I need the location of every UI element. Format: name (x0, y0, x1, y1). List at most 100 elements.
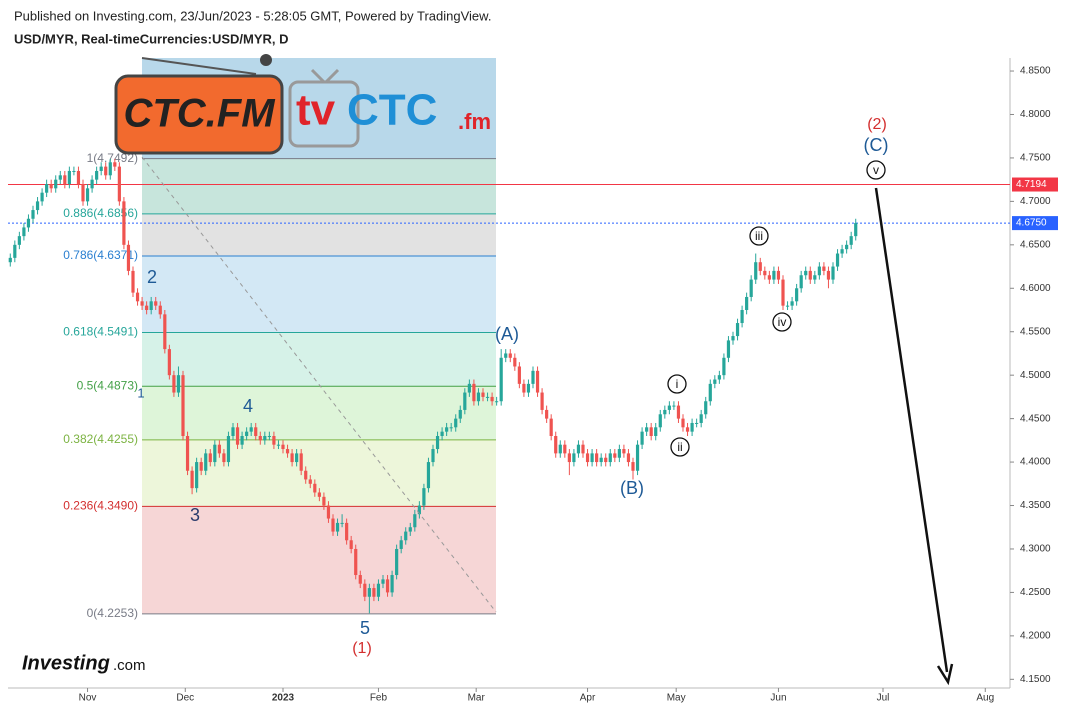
y-tick-label: 4.4500 (1020, 413, 1051, 424)
candle-body (172, 375, 176, 393)
forecast-arrow (874, 187, 949, 673)
fib-label: 0.236(4.3490) (63, 499, 138, 513)
candle-body (608, 453, 612, 463)
candle-body (276, 444, 281, 446)
candle-body (254, 427, 258, 436)
candle-body (85, 188, 90, 202)
candle-body (349, 540, 353, 549)
candle-body (631, 462, 635, 471)
tv-text: tv (296, 86, 336, 135)
candle-body (517, 366, 521, 384)
axis-layer: 4.1500 4.2000 4.2500 4.3000 4.3500 4.4000 4.45… (8, 58, 1058, 704)
candle-body (476, 392, 481, 402)
candle-body (472, 383, 476, 402)
candle-body (726, 340, 731, 358)
candle-body (713, 379, 717, 384)
candle-body (567, 453, 571, 463)
candle-body (404, 531, 408, 541)
candle-body (135, 292, 140, 302)
x-tick-label: Feb (370, 693, 388, 704)
y-tick-label: 4.1500 (1020, 674, 1051, 685)
y-tick-label: 4.6500 (1020, 239, 1051, 250)
candle-body (467, 383, 471, 393)
candle-body (540, 392, 544, 410)
candle-body (435, 436, 440, 450)
candle-body (431, 449, 435, 463)
candle-body (822, 266, 826, 271)
candle-body (335, 522, 340, 532)
candle-body (358, 575, 362, 584)
candle-body (513, 357, 517, 367)
fib-label: 0.786(4.6371) (63, 248, 138, 262)
candle-body (158, 305, 162, 315)
candle-body (145, 305, 149, 310)
candle-body (499, 357, 503, 402)
candle-body (763, 270, 767, 276)
candle-body (772, 270, 776, 280)
wave-label: 5 (360, 618, 370, 638)
candle-body (331, 518, 335, 532)
candle-body (445, 427, 449, 432)
candle-body (595, 453, 599, 463)
candle-body (845, 244, 849, 250)
fib-label: 0.618(4.5491) (63, 325, 138, 339)
candle-body (26, 218, 31, 228)
candle-body (176, 375, 181, 393)
candle-body (326, 505, 331, 519)
y-tick-label: 4.2500 (1020, 587, 1051, 598)
fib-label: 0.382(4.4255) (63, 432, 138, 446)
candle-body (222, 453, 226, 463)
candle-body (831, 266, 835, 280)
wave-circle (670, 437, 690, 457)
fib-label: 1(4.7492) (87, 151, 138, 165)
candle-body (235, 427, 240, 445)
candle-body (581, 444, 585, 454)
candle-body (449, 427, 453, 429)
candle-body (590, 453, 594, 463)
candle-body (604, 457, 608, 463)
y-tick-label: 4.7000 (1020, 196, 1051, 207)
candle-body (272, 436, 276, 445)
candle-body (245, 431, 249, 436)
x-tick-label: Jun (770, 693, 786, 704)
fib-label: 0(4.2253) (87, 606, 138, 620)
candle-body (554, 436, 558, 454)
candle-body (104, 166, 108, 176)
candle-body (795, 288, 799, 302)
candle-body (849, 236, 853, 245)
candle-body (408, 527, 412, 532)
candle-body (440, 431, 444, 436)
candle-body (113, 162, 117, 167)
investing-logo: Investing (22, 652, 110, 674)
candle-body (463, 392, 467, 410)
candle-body (167, 349, 171, 376)
fib-layer: 1(4.7492) 0.886(4.6856) 0.786(4.6371) 0.618… (63, 58, 496, 620)
fib-band (142, 386, 496, 440)
candle-body (385, 579, 390, 593)
candle-body (790, 301, 794, 306)
candle-body (322, 496, 326, 506)
candle-body (185, 436, 190, 471)
candle-body (63, 175, 67, 184)
candle-body (417, 505, 421, 515)
candle-body (681, 418, 685, 428)
candle-body (35, 201, 40, 211)
wave-label: iii (755, 229, 763, 243)
wave-label: 1 (137, 385, 144, 400)
y-tick-label: 4.3500 (1020, 500, 1051, 511)
candle-body (667, 405, 671, 410)
candle-body (81, 184, 85, 202)
x-tick-label: Nov (79, 693, 97, 704)
candle-body (249, 427, 253, 432)
x-tick-label: Mar (468, 693, 486, 704)
candle-body (481, 392, 485, 397)
candle-body (535, 370, 540, 393)
candle-body (281, 444, 285, 450)
candle-body (149, 301, 153, 310)
fib-band (142, 158, 496, 214)
candle-body (49, 184, 53, 189)
candle-body (217, 444, 221, 454)
candle-body (799, 275, 803, 289)
